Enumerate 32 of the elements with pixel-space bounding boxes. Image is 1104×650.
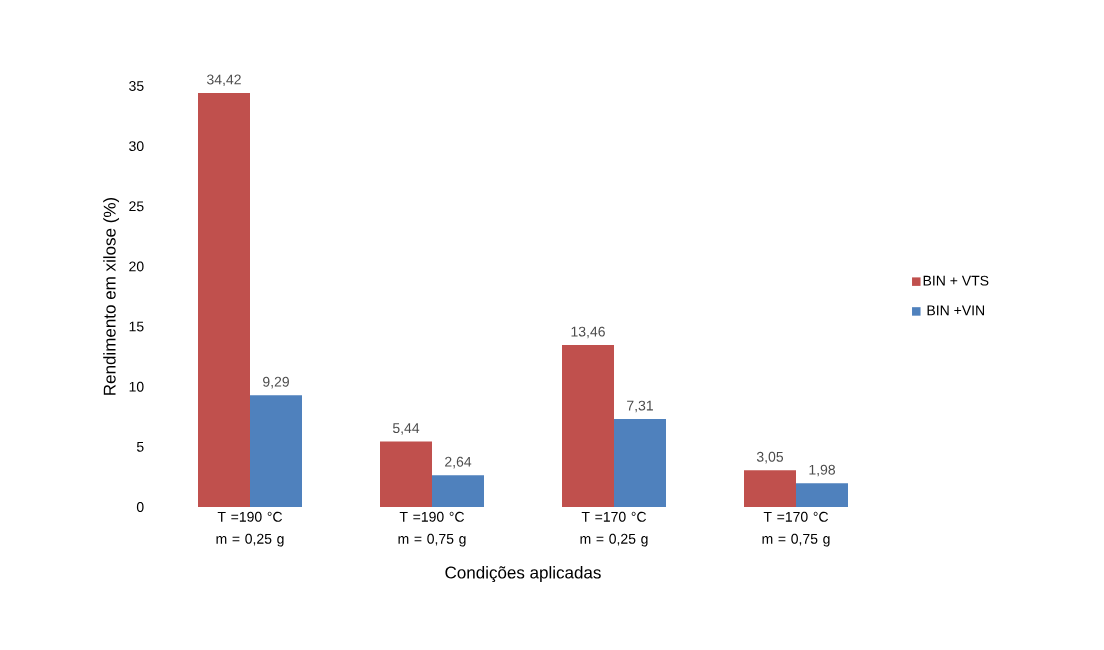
y-tick-label: 10 xyxy=(129,381,144,392)
x-tick-label: T =190 °C m = 0,75 g xyxy=(398,511,466,547)
x-tick-label: T =170 °C m = 0,25 g xyxy=(580,511,648,547)
data-label: 34,42 xyxy=(207,74,241,87)
x-tick-label: T =190 °C m = 0,25 g xyxy=(216,511,284,547)
legend-label: BIN + VTS xyxy=(923,275,989,286)
data-label: 9,29 xyxy=(263,376,289,389)
data-label: 3,05 xyxy=(756,451,784,464)
data-label: 7,31 xyxy=(627,400,653,413)
y-tick-label: 30 xyxy=(129,141,144,152)
bar xyxy=(250,395,302,507)
data-label: 13,46 xyxy=(571,326,605,339)
x-tick-label: T =170 °C m = 0,75 g xyxy=(762,511,830,547)
x-axis-title: Condições aplicadas xyxy=(445,566,601,583)
y-tick-label: 35 xyxy=(129,81,144,91)
data-label: 2,64 xyxy=(445,456,472,469)
bar xyxy=(796,483,848,507)
y-axis-title: Rendimento em xilose (%) xyxy=(103,197,120,395)
y-tick-label: 5 xyxy=(136,441,144,452)
y-tick-label: 15 xyxy=(129,321,144,332)
bar xyxy=(562,345,614,507)
y-tick-label: 20 xyxy=(129,261,144,272)
bar xyxy=(432,475,484,507)
data-label: 5,44 xyxy=(392,423,420,435)
bar xyxy=(380,441,432,507)
bar xyxy=(614,419,666,507)
bar xyxy=(744,470,796,507)
bar xyxy=(198,92,250,507)
data-label: 1,98 xyxy=(809,464,836,477)
y-tick-label: 25 xyxy=(129,201,144,212)
legend-label: BIN +VIN xyxy=(927,305,985,316)
y-tick-label: 0 xyxy=(136,502,144,512)
